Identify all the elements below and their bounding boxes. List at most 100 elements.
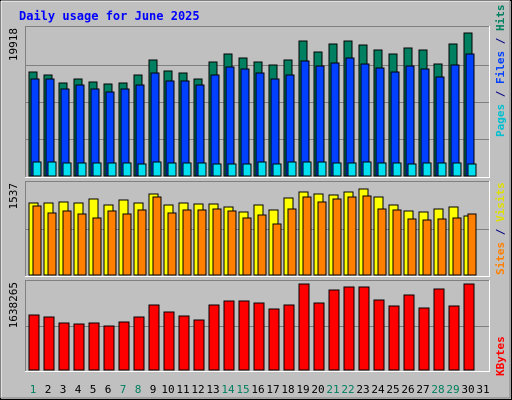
x-tick-day-17: 17 — [266, 383, 279, 396]
bar-kbytes-day-17 — [268, 308, 280, 371]
x-tick-day-23: 23 — [356, 383, 369, 396]
bar-kbytes-day-8 — [133, 316, 145, 371]
bar-kbytes-day-27 — [418, 307, 430, 371]
bar-files-day-8 — [135, 84, 145, 177]
bar-sites-day-2 — [47, 212, 57, 276]
bar-sites-day-18 — [287, 208, 297, 276]
bar-sites-day-7 — [122, 213, 132, 276]
side-legend-part: Pages — [494, 104, 507, 137]
bar-sites-day-30 — [467, 213, 477, 276]
bar-pages-day-29 — [452, 162, 462, 177]
bar-pages-day-28 — [437, 162, 447, 177]
bar-kbytes-day-2 — [43, 316, 55, 371]
bar-sites-day-9 — [152, 196, 162, 276]
side-legend-visits: Sites / Visits — [494, 182, 507, 275]
x-tick-day-12: 12 — [191, 383, 204, 396]
x-tick-day-6: 6 — [105, 383, 112, 396]
bar-pages-day-6 — [107, 162, 117, 177]
x-tick-day-19: 19 — [296, 383, 309, 396]
bar-files-day-27 — [420, 68, 430, 177]
bar-pages-day-23 — [362, 161, 372, 177]
bar-kbytes-day-10 — [163, 311, 175, 371]
x-tick-day-30: 30 — [461, 383, 474, 396]
x-tick-day-1: 1 — [30, 383, 37, 396]
x-tick-day-8: 8 — [135, 383, 142, 396]
x-tick-day-22: 22 — [341, 383, 354, 396]
side-legend-part: KBytes — [494, 336, 507, 376]
bar-pages-day-5 — [92, 162, 102, 177]
bar-sites-day-28 — [437, 218, 447, 276]
side-legend-part: / — [494, 31, 507, 51]
x-tick-day-20: 20 — [311, 383, 324, 396]
side-legend-part: / — [494, 84, 507, 104]
side-legend-part: Files — [494, 51, 507, 84]
bar-kbytes-day-30 — [463, 283, 475, 371]
bar-kbytes-day-19 — [298, 283, 310, 371]
x-tick-day-24: 24 — [371, 383, 385, 396]
bar-kbytes-day-13 — [208, 304, 220, 371]
bar-kbytes-day-22 — [343, 286, 355, 371]
bar-sites-day-25 — [392, 209, 402, 276]
bar-files-day-20 — [315, 65, 325, 177]
bar-files-day-25 — [390, 71, 400, 177]
bar-sites-day-16 — [257, 214, 267, 276]
x-tick-day-15: 15 — [236, 383, 249, 396]
bar-kbytes-day-6 — [103, 325, 115, 371]
bar-pages-day-7 — [122, 162, 132, 177]
series-kbytes — [28, 283, 475, 371]
bar-sites-day-10 — [167, 212, 177, 276]
bar-files-day-24 — [375, 67, 385, 177]
bar-pages-day-25 — [392, 162, 402, 177]
bar-files-day-19 — [300, 60, 310, 177]
bar-files-day-23 — [360, 63, 370, 177]
bar-kbytes-day-12 — [193, 319, 205, 371]
bar-pages-day-10 — [167, 162, 177, 177]
bar-pages-day-20 — [317, 161, 327, 177]
bar-files-day-11 — [180, 80, 190, 177]
bar-pages-day-22 — [347, 162, 357, 177]
bar-kbytes-day-29 — [448, 305, 460, 371]
bar-pages-day-15 — [242, 163, 252, 177]
bar-sites-day-1 — [32, 205, 42, 276]
bar-kbytes-day-21 — [328, 289, 340, 371]
x-tick-day-10: 10 — [161, 383, 174, 396]
bar-kbytes-day-16 — [253, 302, 265, 371]
bar-files-day-15 — [240, 68, 250, 177]
bar-files-day-4 — [75, 84, 85, 177]
side-legend-part: Sites — [494, 242, 507, 275]
bar-sites-day-17 — [272, 223, 282, 276]
x-axis-labels: 1 2 3 4 5 6 7 8 9 10 11 12 13 14 15 16 17 18 19 20 21 22 23 24 2… — [30, 383, 490, 396]
bar-files-day-2 — [45, 78, 55, 177]
x-tick-day-14: 14 — [221, 383, 235, 396]
bar-pages-day-30 — [467, 163, 477, 177]
bar-pages-day-26 — [407, 163, 417, 177]
x-tick-day-9: 9 — [150, 383, 157, 396]
bar-files-day-29 — [450, 64, 460, 177]
bar-pages-day-1 — [32, 161, 42, 177]
bar-sites-day-23 — [362, 195, 372, 276]
bar-kbytes-day-5 — [88, 322, 100, 371]
bar-kbytes-day-1 — [28, 314, 40, 371]
bar-kbytes-day-7 — [118, 321, 130, 371]
bar-sites-day-20 — [317, 201, 327, 276]
bar-pages-day-3 — [62, 162, 72, 177]
x-tick-day-13: 13 — [206, 383, 219, 396]
bar-files-day-18 — [285, 74, 295, 177]
bar-pages-day-12 — [197, 162, 207, 177]
x-tick-day-11: 11 — [176, 383, 189, 396]
bar-files-day-21 — [330, 62, 340, 177]
bar-kbytes-day-26 — [403, 294, 415, 371]
bar-sites-day-22 — [347, 196, 357, 276]
x-tick-day-7: 7 — [120, 383, 127, 396]
bar-pages-day-4 — [77, 162, 87, 177]
side-legend-part: Visits — [494, 182, 507, 222]
x-tick-day-28: 28 — [431, 383, 444, 396]
side-legend-kbytes: KBytes — [494, 336, 507, 376]
y-max-label-visits: 1537 — [7, 183, 20, 210]
bar-files-day-9 — [150, 72, 160, 177]
bar-kbytes-day-25 — [388, 305, 400, 371]
panel-visits: 1537 Sites / Visits — [7, 181, 507, 277]
bar-files-day-14 — [225, 66, 235, 177]
bar-pages-day-19 — [302, 161, 312, 177]
